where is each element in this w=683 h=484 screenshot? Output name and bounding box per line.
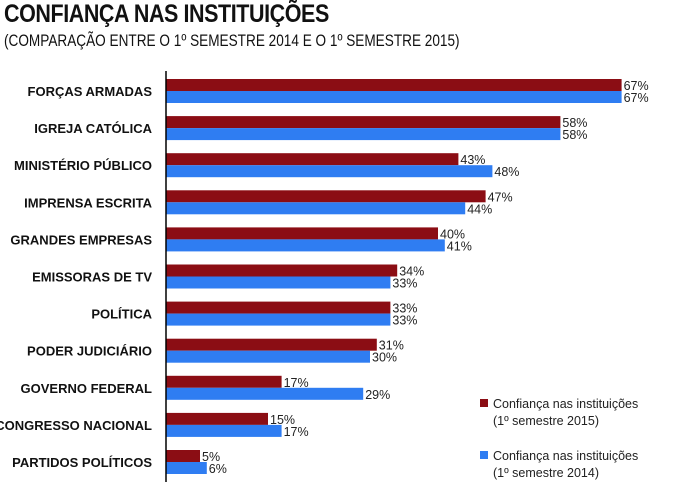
value-label-2014: 17% bbox=[284, 425, 309, 439]
legend: Confiança nas instituições (1º semestre 2… bbox=[480, 397, 638, 480]
legend-label-2014: Confiança nas instituições bbox=[493, 449, 638, 463]
bar-2014 bbox=[166, 202, 466, 215]
category-label: CONGRESSO NACIONAL bbox=[0, 418, 152, 433]
bar-2014 bbox=[166, 91, 622, 103]
value-label-2015: 58% bbox=[562, 116, 587, 130]
category-label: POLÍTICA bbox=[91, 307, 152, 322]
chart-title: CONFIANÇA NAS INSTITUIÇÕES bbox=[4, 0, 329, 28]
category-label: GOVERNO FEDERAL bbox=[21, 381, 153, 396]
labels-layer: FORÇAS ARMADAS 67%67% IGREJA CATÓLICA 58%58… bbox=[0, 79, 649, 476]
value-label-2015: 15% bbox=[270, 413, 295, 427]
value-label-2014: 58% bbox=[562, 128, 587, 142]
bar-2014 bbox=[166, 424, 282, 437]
value-label-2014: 33% bbox=[392, 277, 417, 291]
category-label: GRANDES EMPRESAS bbox=[10, 232, 152, 247]
value-label-2015: 17% bbox=[284, 376, 309, 390]
category-label: IGREJA CATÓLICA bbox=[34, 121, 152, 136]
bar-2015 bbox=[166, 375, 282, 388]
value-label-2015: 43% bbox=[460, 153, 485, 167]
bar-2014 bbox=[166, 276, 391, 289]
category-label: FORÇAS ARMADAS bbox=[28, 84, 153, 99]
value-label-2014: 6% bbox=[209, 462, 227, 476]
bar-2015 bbox=[166, 153, 459, 166]
value-label-2015: 67% bbox=[624, 79, 649, 93]
value-label-2015: 47% bbox=[488, 190, 513, 204]
category-label: EMISSORAS DE TV bbox=[32, 270, 152, 285]
bar-2015 bbox=[166, 338, 377, 351]
bar-2014 bbox=[166, 165, 493, 178]
bar-2015 bbox=[166, 412, 268, 425]
category-label: IMPRENSA ESCRITA bbox=[24, 195, 152, 210]
legend-label-2015: Confiança nas instituições bbox=[493, 397, 638, 411]
value-label-2014: 41% bbox=[447, 239, 472, 253]
value-label-2015: 31% bbox=[379, 339, 404, 353]
value-label-2014: 44% bbox=[467, 202, 492, 216]
value-label-2014: 48% bbox=[494, 165, 519, 179]
bar-2015 bbox=[166, 450, 200, 462]
bar-2015 bbox=[166, 264, 398, 277]
value-label-2015: 5% bbox=[202, 450, 220, 464]
legend-swatch-2015 bbox=[480, 399, 488, 407]
value-label-2014: 67% bbox=[624, 91, 649, 105]
bar-2014 bbox=[166, 239, 445, 252]
bar-2015 bbox=[166, 301, 391, 314]
value-label-2015: 40% bbox=[440, 227, 465, 241]
legend-label-2015: (1º semestre 2015) bbox=[493, 414, 599, 428]
bar-2014 bbox=[166, 313, 391, 326]
bar-2015 bbox=[166, 116, 561, 129]
value-label-2015: 33% bbox=[392, 302, 417, 316]
chart-subtitle: (COMPARAÇÃO ENTRE O 1º SEMESTRE 2014 E O… bbox=[4, 31, 460, 50]
bar-2015 bbox=[166, 227, 438, 240]
bar-2015 bbox=[166, 190, 486, 203]
legend-swatch-2014 bbox=[480, 451, 488, 459]
category-label: PODER JUDICIÁRIO bbox=[27, 344, 152, 359]
bar-2014 bbox=[166, 387, 364, 400]
value-label-2015: 34% bbox=[399, 265, 424, 279]
value-label-2014: 30% bbox=[372, 351, 397, 365]
bar-2014 bbox=[166, 128, 561, 141]
category-label: MINISTÉRIO PÚBLICO bbox=[14, 158, 152, 173]
bar-2015 bbox=[166, 79, 622, 91]
bar-2014 bbox=[166, 350, 370, 363]
legend-label-2014: (1º semestre 2014) bbox=[493, 466, 599, 480]
category-label: PARTIDOS POLÍTICOS bbox=[12, 455, 152, 470]
bar-2014 bbox=[166, 462, 207, 474]
bars-layer bbox=[166, 79, 622, 474]
value-label-2014: 29% bbox=[365, 388, 390, 402]
value-label-2014: 33% bbox=[392, 314, 417, 328]
